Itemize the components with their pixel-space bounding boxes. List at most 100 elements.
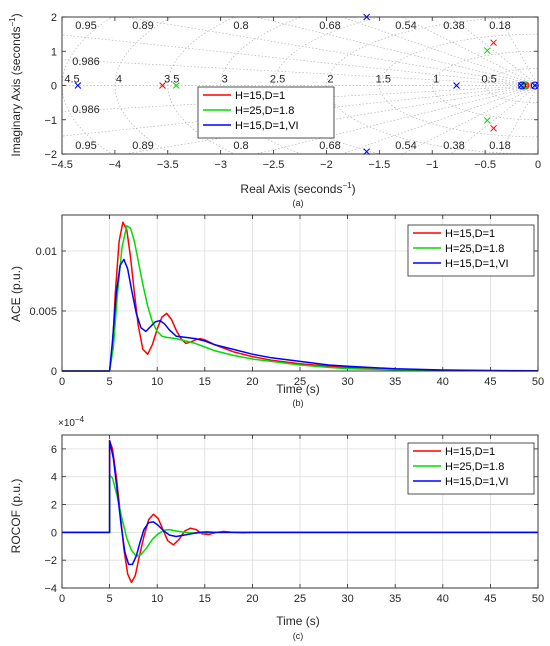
pzmap-damping-ray: [401, 17, 538, 86]
rocof-series-line: [62, 439, 538, 566]
pzmap-damping-ray: [122, 85, 538, 154]
pzmap-damping-label: 0.95: [75, 20, 96, 32]
pzmap-damping-label: 0.986: [72, 56, 100, 68]
pzmap-axes-frame: [61, 16, 539, 155]
ace-x-tick-label: 45: [484, 376, 496, 388]
pzmap-x-tick-label: −1: [426, 159, 439, 171]
pzmap-legend-entry: H=25,D=1.8: [235, 105, 294, 117]
rocof-x-tick-label: 15: [199, 593, 211, 605]
rocof-x-tick-label: 45: [484, 593, 496, 605]
pzmap-frequency-contour: [326, 17, 538, 154]
pzmap-x-tick-label: −3: [214, 159, 227, 171]
ace-y-tick-label: 0.01: [36, 246, 57, 258]
ace-y-tick-label: 0: [51, 366, 57, 378]
pzmap-pole-marker: [172, 82, 180, 89]
pzmap-pole-marker: [483, 47, 491, 54]
rocof-y-tick-label: −4: [44, 583, 57, 595]
rocof-x-tick-label: 30: [341, 593, 353, 605]
pzmap-frequency-label: 4.5: [64, 74, 79, 86]
rocof-x-tick-label: 0: [59, 593, 65, 605]
pzmap-y-axis-label: Imaginary Axis (seconds−1): [8, 13, 23, 156]
rocof-y-tick-label: 4: [51, 472, 57, 484]
ace-series-line: [62, 258, 539, 372]
ace-x-tick-label: 0: [59, 376, 65, 388]
pzmap-damping-label: 0.8: [233, 20, 248, 32]
rocof-y-tick-label: 0: [51, 527, 57, 539]
pzmap-damping-label: 0.68: [319, 20, 340, 32]
ace-x-tick-label: 50: [532, 376, 544, 388]
rocof-y-tick-label: 2: [51, 500, 57, 512]
ace-x-tick-label: 40: [437, 376, 449, 388]
pzmap-damping-label: 0.95: [75, 140, 96, 152]
pzmap-pole-marker: [74, 82, 82, 89]
rocof-x-tick-label: 10: [151, 593, 163, 605]
rocof-legend-entry: H=15,D=1: [445, 446, 495, 458]
pzmap-y-tick-label: 1: [51, 46, 57, 58]
ace-axes-frame: [61, 214, 539, 372]
pzmap-damping-ray: [401, 85, 538, 154]
pzmap-frequency-label: 1: [433, 74, 439, 86]
pzmap-y-tick-label: −2: [44, 149, 57, 161]
pzmap-damping-label: 0.38: [443, 140, 464, 152]
pzmap-pole-marker: [159, 82, 166, 89]
pzmap-damping-label: 0.986: [72, 104, 100, 116]
pzmap-damping-label: 0.54: [395, 140, 416, 152]
pzmap-damping-ray: [498, 17, 538, 86]
pzmap-x-tick-label: −2: [320, 159, 333, 171]
ace-x-tick-label: 35: [389, 376, 401, 388]
pzmap-damping-ray: [122, 17, 538, 86]
ace-x-tick-label: 10: [151, 376, 163, 388]
rocof-y-tick-label: 6: [51, 444, 57, 456]
pzmap-x-tick-label: −1.5: [368, 159, 390, 171]
caption-a: (a): [293, 198, 304, 208]
ace-x-tick-label: 30: [341, 376, 353, 388]
pzmap-y-tick-label: 2: [51, 12, 57, 24]
pzmap-x-tick-label: −2.5: [263, 159, 285, 171]
pzmap-x-axis-label: Real Axis (seconds−1): [240, 181, 355, 196]
pzmap-frequency-contour: [431, 50, 538, 121]
caption-c: (c): [293, 631, 304, 641]
ace-series-line: [62, 225, 539, 372]
rocof-x-tick-label: 40: [437, 593, 449, 605]
pzmap-x-tick-label: −4.5: [51, 159, 73, 171]
pzmap-damping-label: 0.8: [233, 140, 248, 152]
pzmap-pole-marker: [531, 82, 539, 89]
pzmap-damping-ray: [498, 85, 538, 154]
rocof-y-axis-label: ROCOF (p.u.): [9, 479, 23, 554]
pzmap-grid: [62, 17, 538, 154]
caption-b: (b): [293, 398, 304, 408]
ace-y-axis-label: ACE (p.u.): [9, 266, 23, 322]
rocof-y-tick-label: −2: [44, 555, 57, 567]
ace-legend-entry: H=25,D=1.8: [445, 243, 504, 255]
pzmap-damping-label: 0.54: [395, 20, 416, 32]
ace-x-tick-label: 15: [199, 376, 211, 388]
rocof-legend-entry: H=15,D=1,VI: [445, 476, 509, 488]
pzmap-frequency-label: 4: [116, 74, 122, 86]
pzmap-y-tick-label: −1: [44, 115, 57, 127]
ace-legend-entry: H=15,D=1: [445, 228, 495, 240]
pzmap-pole-marker: [453, 82, 460, 89]
pzmap-frequency-label: 1.5: [376, 74, 391, 86]
rocof-x-tick-label: 25: [294, 593, 306, 605]
ace-x-tick-label: 5: [107, 376, 113, 388]
rocof-x-tick-label: 20: [246, 593, 258, 605]
rocof-x-tick-label: 35: [389, 593, 401, 605]
rocof-exponent-label: ×10−4: [58, 415, 85, 429]
ace-y-tick-label: 0.005: [29, 306, 57, 318]
ace-x-tick-label: 25: [294, 376, 306, 388]
pole-zero-map-panel: −4.5 −4 −3.5 −3 −2.5 −2 −1.5 −1 −0.5 0 −2 −1 0 1 2 0.95…: [44, 12, 541, 171]
pzmap-frequency-label: 3: [222, 74, 228, 86]
ace-legend-entry: H=15,D=1,VI: [445, 258, 509, 270]
ace-x-tick-label: 20: [246, 376, 258, 388]
pzmap-x-tick-label: −4: [109, 159, 122, 171]
pzmap-x-tick-label: 0: [535, 159, 541, 171]
pzmap-pole-marker: [490, 124, 497, 132]
rocof-x-tick-label: 5: [107, 593, 113, 605]
pzmap-legend-entry: H=15,D=1: [235, 90, 285, 102]
rocof-chart-panel: 0 5 10 15 20 25 30 35 40 45 50 −4 −2 0 2 4 6 H=15,D=1 H=25…: [44, 434, 544, 605]
pzmap-pole-marker: [483, 117, 491, 124]
rocof-series-line: [62, 474, 538, 557]
pzmap-frequency-label: 2.5: [270, 74, 285, 86]
pzmap-x-tick-label: −3.5: [157, 159, 179, 171]
